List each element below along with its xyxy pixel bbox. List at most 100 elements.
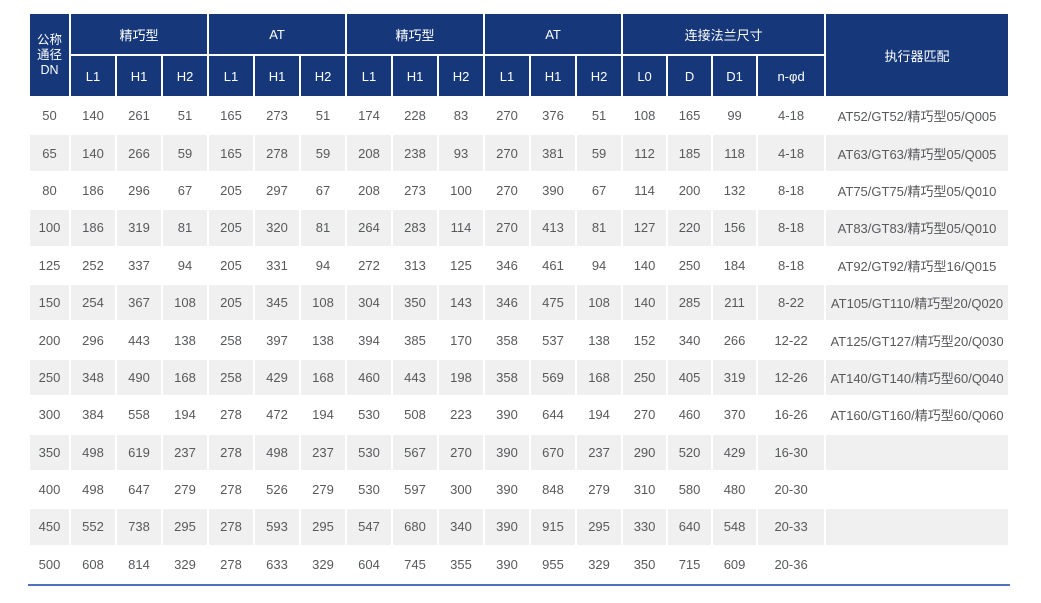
cell-value: 278 — [209, 397, 253, 433]
subheader-col: H1 — [255, 56, 299, 96]
cell-value: 254 — [71, 284, 115, 321]
cell-dn: 65 — [30, 135, 69, 171]
cell-value: 304 — [347, 284, 392, 321]
cell-value: 140 — [623, 284, 667, 321]
cell-value: 310 — [623, 471, 667, 508]
cell-value: 200 — [668, 172, 712, 209]
cell-value: 114 — [439, 210, 484, 246]
cell-value: 348 — [71, 359, 115, 396]
cell-value: 295 — [301, 509, 346, 545]
cell-value: 329 — [577, 546, 622, 583]
cell-value: 270 — [485, 135, 530, 171]
cell-actuator — [826, 434, 1008, 470]
cell-value: 340 — [439, 509, 484, 545]
cell-value: 270 — [439, 434, 484, 470]
cell-value: 429 — [713, 434, 757, 470]
cell-value: 413 — [531, 210, 576, 246]
table-row: 100 186 319 81 205 320 81 264 283 114 270 413 81 127 2… — [30, 210, 1008, 246]
cell-value: 205 — [209, 247, 253, 283]
cell-value: 330 — [623, 509, 667, 545]
cell-value: 715 — [668, 546, 712, 583]
cell-value: 279 — [301, 471, 346, 508]
cell-value: 490 — [117, 359, 161, 396]
cell-value: 381 — [531, 135, 576, 171]
cell-value: 569 — [531, 359, 576, 396]
cell-value: 194 — [163, 397, 207, 433]
cell-actuator: AT52/GT52/精巧型05/Q005 — [826, 98, 1008, 134]
cell-value: 205 — [209, 172, 253, 209]
cell-value: 461 — [531, 247, 576, 283]
subheader-col: L1 — [209, 56, 253, 96]
cell-value: 174 — [347, 98, 392, 134]
header-group-compact-2: 精巧型 — [347, 14, 484, 54]
cell-value: 367 — [117, 284, 161, 321]
cell-value: 384 — [71, 397, 115, 433]
table-row: 65 140 266 59 165 278 59 208 238 93 270 381 59 112 185… — [30, 135, 1008, 171]
subheader-col: L1 — [71, 56, 115, 96]
cell-value: 955 — [531, 546, 576, 583]
cell-value: 211 — [713, 284, 757, 321]
cell-value: 608 — [71, 546, 115, 583]
cell-value: 548 — [713, 509, 757, 545]
cell-actuator: AT83/GT83/精巧型05/Q010 — [826, 210, 1008, 246]
subheader-col: L1 — [485, 56, 530, 96]
cell-value: 346 — [485, 247, 530, 283]
subheader-col: H2 — [301, 56, 346, 96]
cell-value: 619 — [117, 434, 161, 470]
cell-value: 205 — [209, 284, 253, 321]
cell-value: 580 — [668, 471, 712, 508]
cell-value: 94 — [577, 247, 622, 283]
cell-value: 132 — [713, 172, 757, 209]
cell-value: 443 — [117, 322, 161, 358]
cell-value: 320 — [255, 210, 299, 246]
cell-dn: 150 — [30, 284, 69, 321]
cell-value: 295 — [577, 509, 622, 545]
cell-value: 429 — [255, 359, 299, 396]
spec-table-wrap: 公称 通径 DN 精巧型 AT 精巧型 AT 连接法兰尺寸 执行器匹配 L1 H… — [28, 12, 1010, 587]
cell-value: 647 — [117, 471, 161, 508]
cell-value: 20-33 — [758, 509, 825, 545]
cell-value: 329 — [163, 546, 207, 583]
cell-value: 680 — [393, 509, 438, 545]
cell-value: 264 — [347, 210, 392, 246]
cell-value: 296 — [117, 172, 161, 209]
header-group-flange: 连接法兰尺寸 — [623, 14, 825, 54]
subheader-col: H1 — [393, 56, 438, 96]
cell-value: 16-30 — [758, 434, 825, 470]
cell-value: 745 — [393, 546, 438, 583]
cell-value: 168 — [163, 359, 207, 396]
cell-value: 8-22 — [758, 284, 825, 321]
cell-value: 390 — [485, 471, 530, 508]
cell-value: 228 — [393, 98, 438, 134]
header-sub-row: L1 H1 H2 L1 H1 H2 L1 H1 H2 L1 H1 H2 L0 D… — [30, 56, 1008, 96]
cell-value: 567 — [393, 434, 438, 470]
cell-value: 112 — [623, 135, 667, 171]
cell-value: 252 — [71, 247, 115, 283]
table-row: 450 552 738 295 278 593 295 547 680 340 390 915 295 3… — [30, 509, 1008, 545]
table-row: 125 252 337 94 205 331 94 272 313 125 346 461 94 140 2… — [30, 247, 1008, 283]
subheader-col: H2 — [577, 56, 622, 96]
cell-value: 20-30 — [758, 471, 825, 508]
cell-value: 165 — [209, 135, 253, 171]
cell-value: 108 — [577, 284, 622, 321]
table-row: 200 296 443 138 258 397 138 394 385 170 358 537 138 1… — [30, 322, 1008, 358]
cell-value: 633 — [255, 546, 299, 583]
cell-value: 480 — [713, 471, 757, 508]
cell-value: 340 — [668, 322, 712, 358]
cell-value: 640 — [668, 509, 712, 545]
subheader-col: H2 — [439, 56, 484, 96]
subheader-col: D1 — [713, 56, 757, 96]
cell-value: 295 — [163, 509, 207, 545]
cell-actuator — [826, 471, 1008, 508]
cell-value: 194 — [301, 397, 346, 433]
cell-value: 498 — [71, 471, 115, 508]
cell-value: 198 — [439, 359, 484, 396]
subheader-col: H2 — [163, 56, 207, 96]
cell-value: 237 — [301, 434, 346, 470]
cell-value: 848 — [531, 471, 576, 508]
cell-value: 279 — [163, 471, 207, 508]
cell-value: 138 — [577, 322, 622, 358]
table-row: 250 348 490 168 258 429 168 460 443 198 358 569 168 2… — [30, 359, 1008, 396]
cell-value: 297 — [255, 172, 299, 209]
